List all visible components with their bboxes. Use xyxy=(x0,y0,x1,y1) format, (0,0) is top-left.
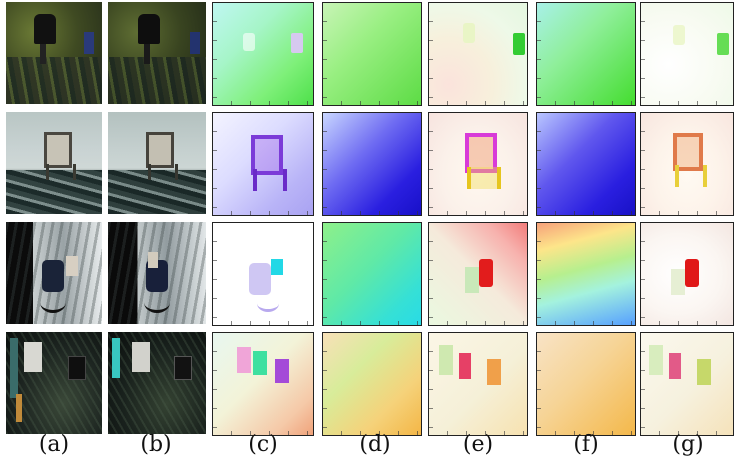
row4-image-a xyxy=(6,332,102,434)
chair-shape xyxy=(275,359,289,383)
chair-shape xyxy=(649,345,663,375)
chair-shape xyxy=(44,132,72,168)
row1-plot-e xyxy=(428,2,528,106)
row2-plot-d xyxy=(322,112,422,216)
row2-plot-g xyxy=(640,112,734,216)
chair-shape xyxy=(84,32,94,54)
chair-shape xyxy=(237,347,251,373)
chair-shape xyxy=(146,260,168,292)
chair-shape xyxy=(16,394,22,422)
column-label-a: (a) xyxy=(38,432,70,457)
row2-plot-f xyxy=(536,112,636,216)
column-label-c: (c) xyxy=(248,432,278,457)
chair-shape xyxy=(487,359,501,385)
chair-shape xyxy=(34,14,56,44)
chair-shape xyxy=(66,256,78,276)
chair-shape xyxy=(148,252,158,268)
column-label-d: (d) xyxy=(359,432,391,457)
chair-shape xyxy=(459,353,471,379)
row3-plot-f xyxy=(536,222,636,326)
chair-shape xyxy=(465,133,497,173)
chair-shape xyxy=(112,338,120,378)
chair-shape xyxy=(24,342,42,372)
chair-shape xyxy=(144,292,170,313)
row2-plot-c xyxy=(212,112,314,216)
row1-plot-g xyxy=(640,2,734,106)
row3-plot-e xyxy=(428,222,528,326)
chair-shape xyxy=(479,259,493,287)
row4-plot-f xyxy=(536,332,636,436)
row1-plot-f xyxy=(536,2,636,106)
row1-image-a xyxy=(6,2,102,104)
chair-shape xyxy=(463,23,475,43)
chair-shape xyxy=(68,356,86,380)
chair-shape xyxy=(717,33,729,55)
chair-shape xyxy=(243,33,255,51)
chair-shape xyxy=(439,345,453,375)
chair-shape xyxy=(40,292,66,313)
column-label-g: (g) xyxy=(672,432,704,457)
chair-shape xyxy=(697,359,711,385)
row3-image-b xyxy=(108,222,206,324)
row1-image-b xyxy=(108,2,206,104)
chair-shape xyxy=(249,263,271,295)
chair-shape xyxy=(46,164,76,180)
chair-shape xyxy=(253,351,267,375)
chair-shape xyxy=(40,44,46,64)
column-label-e: (e) xyxy=(462,432,494,457)
chair-shape xyxy=(671,269,685,295)
chair-shape xyxy=(669,353,681,379)
row4-plot-c xyxy=(212,332,314,436)
chair-shape xyxy=(10,338,18,398)
chair-shape xyxy=(144,44,150,64)
row2-image-b xyxy=(108,112,206,214)
chair-shape xyxy=(257,295,279,312)
chair-shape xyxy=(42,260,64,292)
chair-shape xyxy=(513,33,525,55)
row4-image-b xyxy=(108,332,206,434)
row1-plot-d xyxy=(322,2,422,106)
chair-shape xyxy=(467,167,501,189)
chair-shape xyxy=(148,164,178,180)
chair-shape xyxy=(673,133,703,171)
row2-plot-e xyxy=(428,112,528,216)
column-label-f: (f) xyxy=(573,432,599,457)
chair-shape xyxy=(465,267,479,293)
row3-plot-g xyxy=(640,222,734,326)
row3-image-a xyxy=(6,222,102,324)
row2-image-a xyxy=(6,112,102,214)
row1-plot-c xyxy=(212,2,314,106)
chair-shape xyxy=(251,135,283,175)
chair-shape xyxy=(253,169,287,191)
chair-shape xyxy=(271,259,283,275)
chair-shape xyxy=(673,25,685,45)
row4-plot-d xyxy=(322,332,422,436)
chair-shape xyxy=(146,132,174,168)
column-label-b: (b) xyxy=(140,432,172,457)
chair-shape xyxy=(675,165,707,187)
row3-plot-c xyxy=(212,222,314,326)
chair-shape xyxy=(132,342,150,372)
row4-plot-e xyxy=(428,332,528,436)
row3-plot-d xyxy=(322,222,422,326)
row4-plot-g xyxy=(640,332,734,436)
chair-shape xyxy=(190,32,200,54)
chair-shape xyxy=(138,14,160,44)
chair-shape xyxy=(291,33,303,53)
chair-shape xyxy=(174,356,192,380)
chair-shape xyxy=(685,259,699,287)
